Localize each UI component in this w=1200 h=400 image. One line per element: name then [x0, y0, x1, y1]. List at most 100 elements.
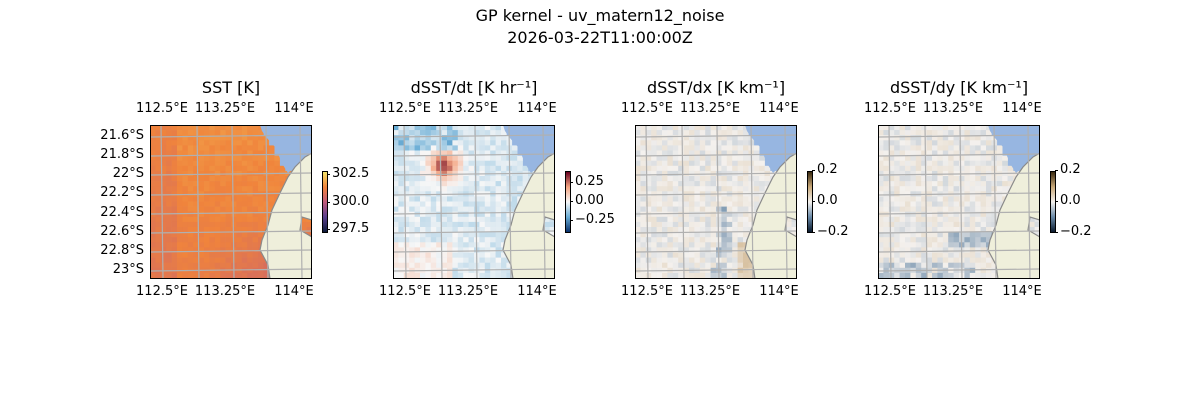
- data-cell: [517, 160, 523, 167]
- data-cell: [699, 145, 706, 151]
- data-cell: [964, 206, 971, 212]
- data-cell: [879, 176, 884, 182]
- data-cell: [662, 211, 668, 218]
- data-cell: [160, 191, 167, 197]
- data-cell: [549, 221, 554, 228]
- data-cell: [705, 155, 711, 161]
- data-cell: [252, 206, 259, 212]
- data-cell: [905, 227, 911, 233]
- data-cell: [436, 170, 442, 177]
- data-cell: [786, 216, 792, 223]
- data-cell: [193, 216, 199, 223]
- data-cell: [937, 252, 944, 258]
- data-cell: [732, 211, 738, 218]
- data-cell: [198, 232, 205, 238]
- data-cell: [737, 227, 744, 233]
- data-cell: [236, 176, 243, 182]
- data-cell: [694, 130, 701, 136]
- data-cell: [151, 186, 156, 192]
- data-cell: [420, 211, 426, 218]
- data-cell: [501, 140, 507, 146]
- data-cell: [209, 221, 216, 228]
- data-cell: [247, 145, 253, 151]
- data-cell: [737, 272, 744, 278]
- data-cell: [662, 126, 668, 131]
- data-cell: [403, 247, 410, 253]
- data-cell: [899, 211, 906, 218]
- data-cell: [501, 201, 507, 207]
- data-cell: [726, 160, 733, 167]
- data-cell: [441, 135, 448, 141]
- data-cell: [177, 221, 183, 228]
- data-cell: [732, 242, 738, 248]
- data-cell: [732, 201, 738, 207]
- data-cell: [151, 130, 156, 136]
- data-cell: [737, 165, 744, 172]
- data-cell: [247, 176, 253, 182]
- data-cell: [894, 135, 900, 141]
- data-cell: [430, 211, 437, 218]
- data-cell: [662, 140, 668, 146]
- data-cell: [171, 155, 178, 161]
- data-cell: [640, 126, 647, 131]
- data-cell: [479, 160, 486, 167]
- data-cell: [306, 227, 311, 233]
- data-cell: [394, 272, 399, 278]
- data-cell: [732, 186, 738, 192]
- data-cell: [899, 242, 906, 248]
- data-cell: [247, 201, 253, 207]
- data-cell: [225, 227, 232, 233]
- data-cell: [193, 160, 199, 167]
- data-cell: [430, 247, 437, 253]
- lon-tick-label-bottom: 113.25°E: [437, 284, 499, 299]
- data-cell: [699, 201, 706, 207]
- data-cell: [969, 196, 976, 202]
- data-cell: [921, 237, 927, 243]
- data-cell: [753, 165, 760, 172]
- data-cell: [151, 176, 156, 182]
- data-cell: [452, 237, 459, 243]
- data-cell: [732, 165, 738, 172]
- data-cell: [672, 196, 679, 202]
- data-cell: [484, 262, 491, 269]
- data-cell: [932, 257, 938, 263]
- data-cell: [737, 135, 744, 141]
- data-cell: [894, 130, 900, 136]
- data-cell: [436, 206, 442, 212]
- data-cell: [651, 170, 657, 177]
- data-cell: [667, 206, 674, 212]
- data-cell: [721, 247, 728, 253]
- data-cell: [231, 130, 237, 136]
- data-cell: [225, 145, 232, 151]
- data-cell: [495, 221, 502, 228]
- data-cell: [198, 130, 205, 136]
- data-cell: [155, 155, 162, 161]
- data-cell: [463, 181, 469, 187]
- data-cell: [656, 155, 663, 161]
- data-cell: [942, 126, 949, 131]
- data-cell: [937, 130, 944, 136]
- data-cell: [187, 176, 194, 182]
- data-cell: [694, 227, 701, 233]
- data-cell: [182, 247, 189, 253]
- data-cell: [964, 196, 971, 202]
- data-cell: [247, 227, 253, 233]
- data-cell: [209, 201, 216, 207]
- map-axes: [635, 125, 797, 279]
- data-cell: [430, 165, 437, 172]
- data-cell: [726, 135, 733, 141]
- data-cell: [915, 272, 922, 278]
- data-cell: [220, 196, 226, 202]
- data-cell: [759, 165, 765, 172]
- data-cell: [689, 181, 695, 187]
- data-cell: [409, 237, 415, 243]
- data-cell: [1029, 216, 1035, 223]
- data-cell: [409, 272, 415, 278]
- data-cell: [474, 216, 480, 223]
- data-cell: [490, 242, 496, 248]
- data-cell: [932, 130, 938, 136]
- data-cell: [155, 150, 162, 156]
- data-cell: [484, 176, 491, 182]
- data-cell: [394, 247, 399, 253]
- data-cell: [193, 186, 199, 192]
